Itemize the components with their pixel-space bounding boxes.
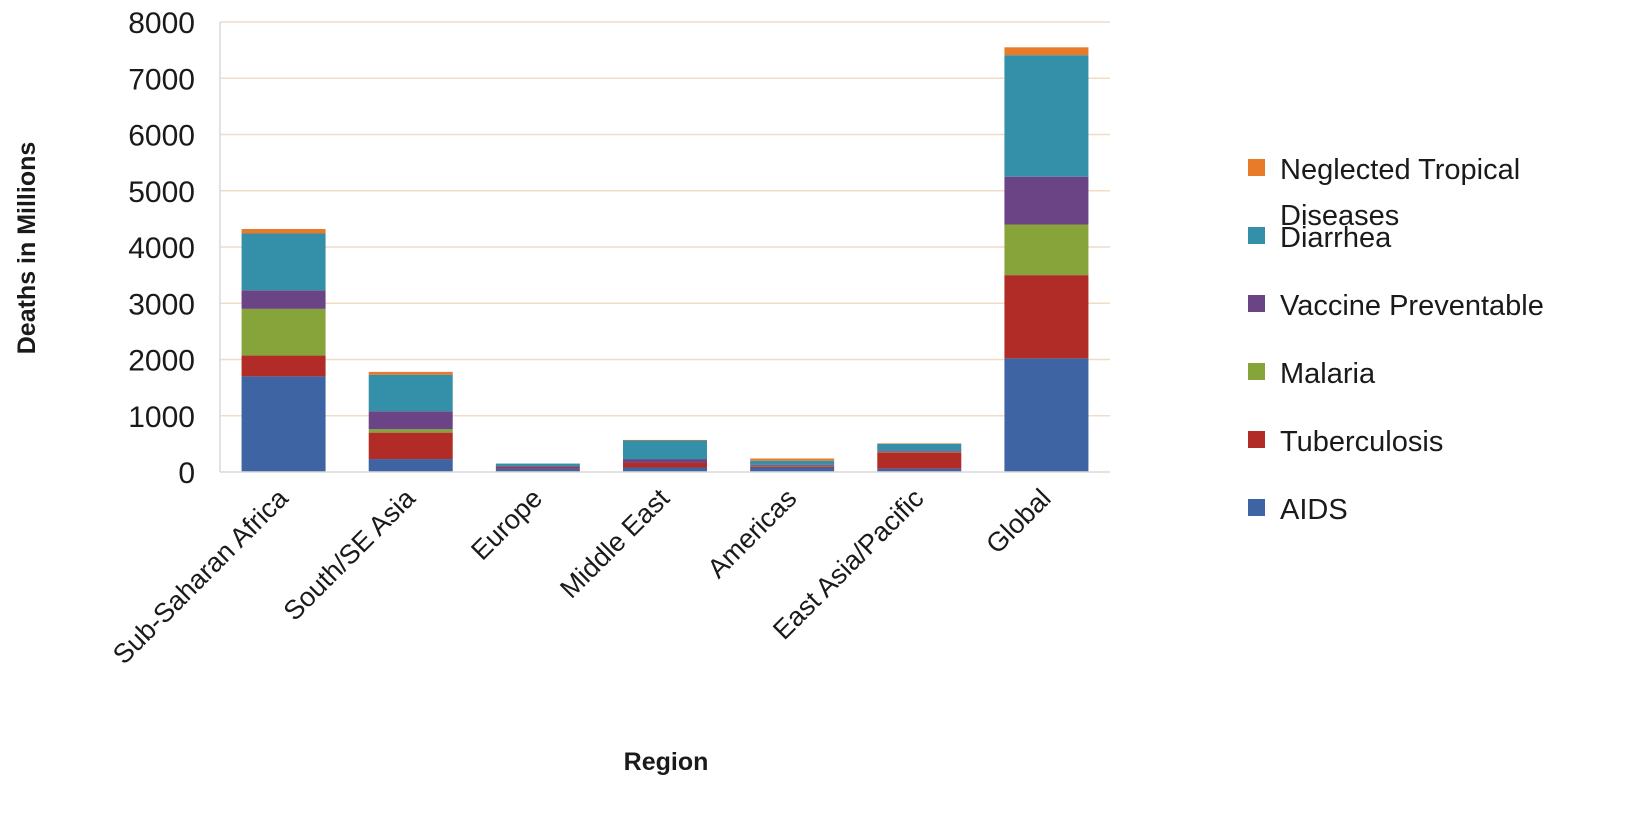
- y-tick-label: 2000: [128, 345, 195, 378]
- y-tick-label: 3000: [128, 288, 195, 321]
- y-tick-label: 7000: [128, 63, 195, 96]
- bar-segment-vaccine-preventable: [623, 459, 707, 463]
- bar-segment-vaccine-preventable: [750, 464, 835, 466]
- y-tick-label: 1000: [128, 401, 195, 434]
- legend-label: Vaccine Preventable: [1280, 290, 1544, 322]
- bar-segment-tuberculosis: [241, 355, 326, 377]
- bars: [241, 47, 1089, 472]
- y-tick-label: 6000: [128, 120, 195, 153]
- legend-swatch: [1248, 159, 1265, 176]
- bar-segment-malaria: [877, 451, 962, 453]
- x-category-label: South/SE Asia: [278, 482, 422, 626]
- bar-segment-neglected-tropical-diseases: [750, 458, 835, 461]
- legend-swatch: [1248, 295, 1265, 312]
- bar-segment-tuberculosis: [495, 467, 580, 469]
- bar-segment-neglected-tropical-diseases: [241, 229, 326, 234]
- bar-segment-diarrhea: [495, 463, 580, 467]
- bar-segment-tuberculosis: [623, 462, 707, 468]
- bar-segment-vaccine-preventable: [877, 450, 962, 452]
- y-tick-label: 0: [178, 457, 195, 490]
- bar-segment-aids: [877, 468, 962, 472]
- legend-swatch: [1248, 227, 1265, 244]
- bar-segment-malaria: [368, 429, 453, 433]
- legend-swatch: [1248, 499, 1265, 516]
- y-tick-label: 8000: [128, 7, 195, 40]
- bar-segment-aids: [241, 376, 326, 472]
- bar-segment-tuberculosis: [750, 466, 835, 468]
- legend-swatch: [1248, 363, 1265, 380]
- bar-segment-neglected-tropical-diseases: [1004, 47, 1089, 56]
- x-category-label: Global: [980, 483, 1056, 559]
- bar-segment-aids: [368, 459, 453, 472]
- bar-segment-neglected-tropical-diseases: [623, 439, 707, 441]
- bar-segment-aids: [495, 468, 580, 472]
- bar-segment-tuberculosis: [877, 452, 962, 469]
- x-category-label: Middle East: [554, 483, 675, 604]
- bar-segment-malaria: [750, 465, 835, 467]
- gridlines: [220, 21, 1110, 417]
- legend-label: Diarrhea: [1280, 222, 1392, 254]
- y-tick-labels: 0 1000 2000 3000 4000 5000 6000 7000 8000: [128, 7, 195, 490]
- bar-segment-diarrhea: [241, 233, 326, 291]
- bar-segment-aids: [623, 467, 707, 472]
- legend-label: Tuberculosis: [1280, 426, 1443, 458]
- bar-segment-diarrhea: [368, 374, 453, 412]
- bar-segment-aids: [1004, 358, 1089, 472]
- bar-segment-neglected-tropical-diseases: [368, 371, 453, 375]
- bar-segment-neglected-tropical-diseases: [877, 443, 962, 444]
- y-tick-label: 4000: [128, 232, 195, 265]
- bar-segment-tuberculosis: [1004, 275, 1089, 359]
- bar-segment-diarrhea: [750, 460, 835, 465]
- bar-segment-diarrhea: [623, 440, 707, 460]
- bar-segment-malaria: [241, 308, 326, 356]
- x-category-label: Americas: [702, 483, 803, 584]
- x-axis-title: Region: [624, 748, 709, 776]
- bar-segment-vaccine-preventable: [368, 411, 453, 430]
- bar-segment-vaccine-preventable: [241, 290, 326, 309]
- bar-segment-tuberculosis: [368, 432, 453, 460]
- bar-segment-vaccine-preventable: [1004, 176, 1089, 225]
- bar-segment-malaria: [1004, 224, 1089, 276]
- legend-label: Neglected Tropical Diseases: [1280, 154, 1520, 232]
- x-category-label: Europe: [465, 483, 548, 566]
- legend-label: Malaria: [1280, 358, 1376, 390]
- x-category-label: Sub-Saharan Africa: [107, 482, 294, 669]
- axes: [219, 22, 1110, 473]
- bar-segment-vaccine-preventable: [495, 466, 580, 468]
- legend-label: AIDS: [1280, 494, 1348, 526]
- legend-swatch: [1248, 431, 1265, 448]
- bar-segment-aids: [750, 467, 835, 472]
- y-axis-title: Deaths in Millions: [13, 142, 41, 355]
- bar-segment-diarrhea: [877, 443, 962, 451]
- y-tick-label: 5000: [128, 176, 195, 209]
- bar-segment-diarrhea: [1004, 55, 1089, 177]
